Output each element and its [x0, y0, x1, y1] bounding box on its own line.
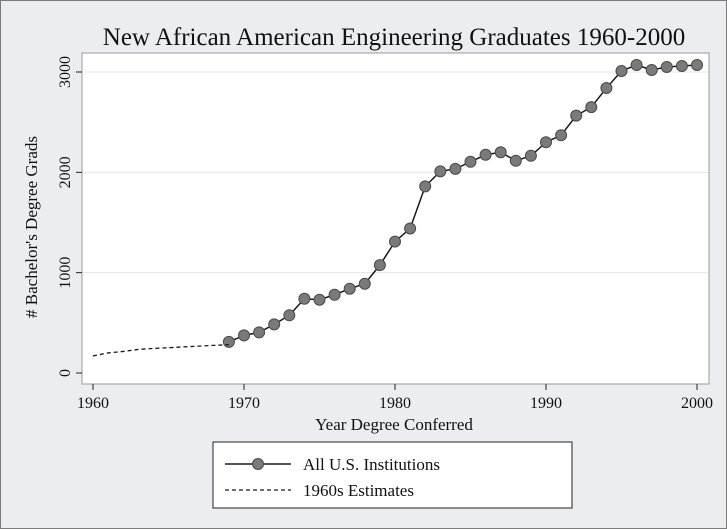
- x-tick-label-1970: 1970: [228, 395, 260, 412]
- data-point-2000: [691, 58, 703, 71]
- data-point-1978: [358, 277, 371, 290]
- data-point-1974: [298, 292, 311, 305]
- data-point-1972: [268, 318, 281, 331]
- data-point-1977: [343, 282, 356, 295]
- data-point-1992: [570, 109, 583, 122]
- series-layer: [92, 58, 703, 357]
- data-point-1987: [494, 146, 507, 159]
- series-line-1960s-estimates: [92, 344, 229, 357]
- data-point-1973: [283, 309, 296, 322]
- data-point-1986: [479, 148, 492, 161]
- data-point-1988: [509, 154, 522, 167]
- data-point-1971: [253, 326, 266, 339]
- x-tick-label-1960: 1960: [77, 395, 109, 412]
- data-point-1981: [404, 222, 417, 235]
- data-point-1990: [540, 136, 552, 149]
- data-point-1993: [585, 101, 598, 114]
- data-point-1984: [449, 162, 462, 175]
- y-tick-label-3000: 3000: [57, 56, 74, 88]
- y-tick-label-0: 0: [57, 369, 74, 377]
- data-point-1994: [600, 82, 613, 95]
- data-point-1982: [419, 180, 432, 193]
- legend: All U.S. Institutions 1960s Estimates: [212, 441, 573, 509]
- x-tick-label-1980: 1980: [379, 395, 411, 412]
- data-point-1983: [434, 165, 447, 178]
- data-point-1997: [645, 63, 658, 76]
- data-point-1991: [555, 129, 568, 142]
- data-point-1980: [389, 235, 401, 248]
- grid-layer: [83, 71, 708, 274]
- legend-box: [212, 441, 573, 509]
- data-point-1979: [373, 259, 386, 272]
- data-point-1989: [524, 149, 537, 162]
- legend-label-1960s-estimates: 1960s Estimates: [303, 481, 414, 500]
- axis-layer: 0 1000 2000 3000 1960 1970 1980 1990 2000: [57, 56, 713, 412]
- y-tick-label-2000: 2000: [57, 156, 74, 188]
- legend-marker-all-institutions: [252, 458, 264, 470]
- data-point-1995: [615, 64, 628, 77]
- data-point-1969: [222, 335, 235, 348]
- x-axis-label: Year Degree Conferred: [315, 415, 473, 434]
- x-tick-label-2000: 2000: [681, 395, 713, 412]
- x-tick-label-1990: 1990: [530, 395, 562, 412]
- data-point-1970: [238, 329, 250, 342]
- data-point-1975: [313, 293, 326, 306]
- data-point-1999: [675, 59, 688, 72]
- y-tick-label-1000: 1000: [57, 257, 74, 289]
- data-point-1976: [328, 288, 341, 301]
- plot-area: [81, 52, 710, 385]
- legend-label-all-institutions: All U.S. Institutions: [303, 455, 440, 474]
- data-point-1998: [660, 60, 673, 73]
- data-point-1985: [464, 155, 477, 168]
- y-axis-label: # Bachelor's Degree Grads: [22, 136, 41, 318]
- chart-title: New African American Engineering Graduat…: [103, 24, 685, 51]
- data-point-1996: [630, 58, 643, 71]
